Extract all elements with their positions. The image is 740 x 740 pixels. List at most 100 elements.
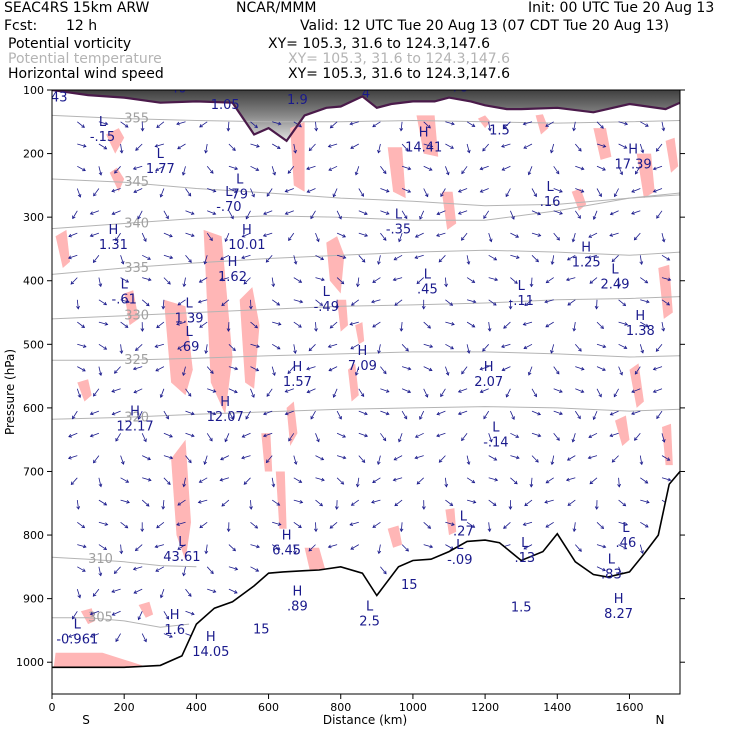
wind-vector	[510, 254, 520, 259]
wind-vector	[285, 410, 294, 415]
wind-vector	[199, 277, 208, 283]
wind-vector	[510, 455, 520, 459]
wind-vector	[98, 277, 102, 287]
wind-vector-head	[70, 481, 75, 486]
wind-vector-head	[472, 500, 477, 504]
wind-vector	[639, 255, 643, 265]
wind-vector	[661, 322, 665, 331]
wind-vector	[553, 388, 563, 393]
wind-vector	[640, 277, 648, 284]
wind-vector	[401, 410, 408, 420]
wind-vector-head	[111, 211, 116, 215]
wind-vector	[271, 544, 281, 550]
wind-vector	[436, 410, 446, 415]
y-tick-label: 200	[23, 148, 44, 161]
wind-vector-head	[233, 590, 238, 594]
wind-vector	[466, 321, 475, 328]
wind-vector	[614, 188, 619, 197]
wind-vector	[466, 143, 470, 153]
wind-vector	[423, 165, 433, 171]
wind-vector	[436, 210, 446, 215]
wind-vector	[68, 455, 78, 459]
wind-vector-head	[111, 612, 116, 616]
wind-vector	[306, 165, 316, 170]
wind-vector-head	[522, 522, 527, 526]
marker-value: -.15	[90, 130, 115, 145]
wind-vector	[596, 388, 602, 397]
wind-vector	[98, 166, 102, 176]
wind-vector-head	[327, 344, 332, 348]
wind-vector-head	[70, 281, 75, 285]
wind-vector-head	[544, 299, 549, 304]
wind-vector	[293, 499, 303, 503]
wind-vector	[510, 410, 515, 420]
wind-vector-head	[262, 433, 267, 438]
wind-vector-head	[137, 215, 141, 220]
wind-vector-head	[103, 546, 108, 551]
wind-vector-head	[550, 261, 555, 265]
pv-high-marker: H1.38	[626, 309, 655, 339]
wind-vector	[531, 388, 537, 397]
wind-vector	[141, 299, 150, 307]
wind-vector-head	[272, 171, 276, 176]
wind-vector-head	[68, 434, 72, 438]
wind-vector-head	[645, 323, 649, 328]
wind-vector-head	[338, 215, 342, 220]
wind-vector	[111, 188, 121, 192]
wind-vector-head	[243, 481, 248, 485]
marker-value: 8.27	[604, 607, 633, 622]
wind-vector	[415, 232, 424, 238]
wind-vector-head	[580, 189, 585, 193]
wind-vector-head	[176, 522, 180, 526]
wind-vector-head	[298, 524, 302, 528]
wind-vector-head	[450, 345, 454, 350]
wind-vector-head	[594, 305, 599, 310]
wind-vector-head	[67, 455, 72, 460]
wind-vector-head	[407, 389, 412, 394]
pv-shaded-region	[441, 191, 457, 230]
x-tick-label: 400	[186, 701, 207, 714]
wind-vector	[631, 410, 641, 415]
wind-vector	[155, 544, 165, 548]
wind-vector	[76, 588, 81, 598]
wind-vector-head	[655, 348, 660, 352]
wind-vector-head	[631, 389, 635, 393]
wind-vector-head	[350, 502, 355, 506]
wind-vector	[358, 188, 364, 197]
wind-vector-head	[559, 211, 563, 215]
marker-value: .46	[616, 536, 637, 551]
wind-vector	[503, 522, 511, 529]
wind-vector	[398, 232, 403, 242]
wind-vector	[401, 143, 409, 151]
wind-vector	[506, 388, 511, 398]
theta-isentrope-label: 355	[124, 112, 149, 127]
wind-vector	[329, 521, 338, 529]
wind-vector	[133, 188, 143, 193]
wind-vector-head	[652, 389, 657, 393]
wind-vector	[272, 143, 281, 149]
speed-label: 15	[253, 623, 270, 638]
wind-vector	[98, 477, 102, 487]
wind-vector-head	[176, 121, 180, 126]
wind-vector	[137, 410, 143, 420]
wind-vector	[227, 121, 230, 131]
wind-vector	[68, 432, 78, 438]
marker-letter: H	[206, 630, 216, 645]
wind-vector	[176, 521, 186, 526]
wind-vector	[372, 121, 381, 128]
wind-vector-head	[210, 370, 214, 374]
pv-shaded-region	[348, 363, 359, 402]
wind-vector-head	[633, 236, 638, 241]
wind-vector-head	[661, 438, 666, 443]
wind-vector-head	[155, 167, 159, 171]
marker-letter: L	[236, 172, 244, 187]
wind-vector	[207, 188, 216, 192]
wind-vector	[510, 277, 518, 284]
wind-vector	[243, 277, 251, 285]
wind-vector-head	[501, 344, 505, 349]
wind-vector	[640, 521, 649, 528]
wind-vector-head	[556, 437, 560, 441]
wind-vector-head	[578, 147, 582, 152]
wind-vector-head	[210, 570, 214, 575]
wind-vector	[401, 388, 411, 393]
